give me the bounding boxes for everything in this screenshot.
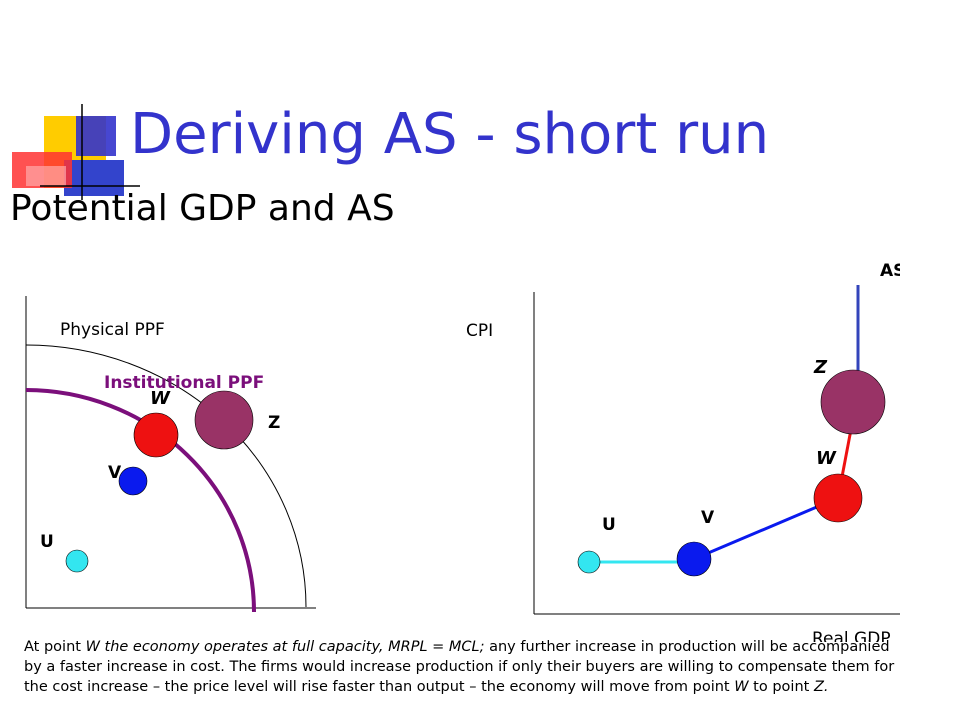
left-label-v: V <box>108 463 122 483</box>
caption-part-5: to point <box>748 679 814 695</box>
right-label-u: U <box>602 515 616 535</box>
caption-part-1: At point <box>24 639 86 655</box>
right-point-u <box>577 550 601 574</box>
left-point-u <box>65 549 89 573</box>
slide-title: Deriving AS - short run <box>130 102 770 167</box>
institutional-ppf-curve <box>25 388 256 613</box>
y-axis-label: CPI <box>466 321 493 341</box>
as-diagram: CPI Real GDP AS U V W Z <box>466 261 900 642</box>
decorative-corner-graphic <box>12 104 140 200</box>
explanation-text: At point W the economy operates at full … <box>24 637 904 697</box>
caption-part-4: W <box>734 679 749 695</box>
left-point-v <box>118 466 148 496</box>
right-label-w: W <box>816 448 837 469</box>
institutional-ppf-label: Institutional PPF <box>104 373 264 393</box>
caption-part-3: any further increase in production will … <box>24 639 895 695</box>
right-point-z <box>820 369 886 435</box>
left-label-w: W <box>150 388 171 409</box>
left-point-w <box>133 412 179 458</box>
right-label-z: Z <box>813 357 828 378</box>
x-axis-label: Real GDP <box>812 629 891 642</box>
left-label-z: Z <box>268 413 280 433</box>
right-point-w <box>813 473 863 523</box>
slide-subtitle: Potential GDP and AS <box>10 188 395 229</box>
left-label-u: U <box>40 532 54 552</box>
right-point-v <box>676 541 712 577</box>
caption-part-6: Z. <box>813 679 829 695</box>
ppf-diagram: Physical PPF Institutional PPF U V Z W <box>25 296 316 613</box>
as-segment-v-w <box>693 496 839 561</box>
as-curve-label: AS <box>880 261 900 281</box>
right-label-v: V <box>701 508 715 528</box>
left-point-z <box>194 390 254 450</box>
caption-part-2: W the economy operates at full capacity,… <box>85 639 485 655</box>
physical-ppf-label: Physical PPF <box>60 320 165 340</box>
